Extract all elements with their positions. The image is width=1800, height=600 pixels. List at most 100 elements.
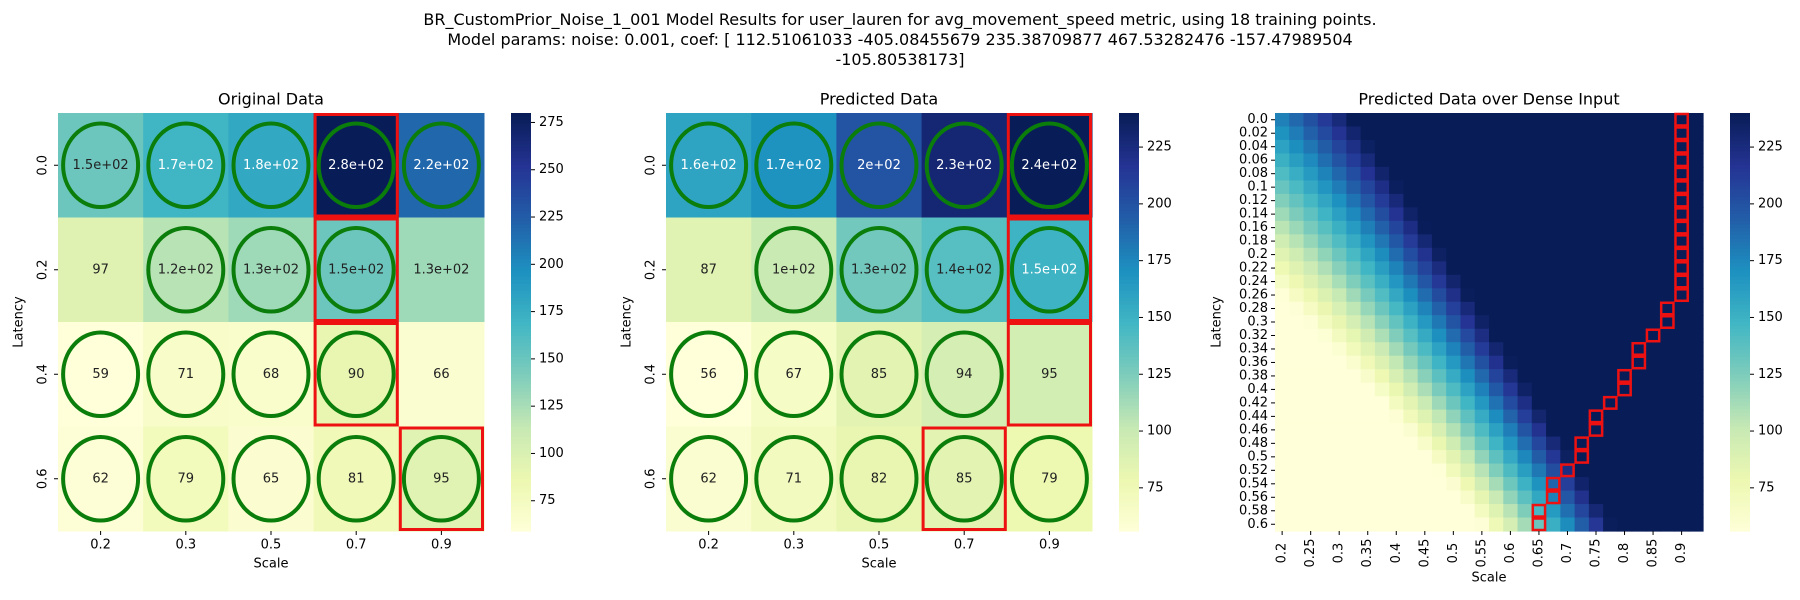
heatmap-3-cell	[1660, 517, 1676, 532]
heatmap-3-cell	[1289, 517, 1305, 532]
heatmap-2-colorbar-swatch	[1119, 457, 1139, 462]
heatmap-3-cell	[1417, 274, 1433, 289]
heatmap-2-colorbar-swatch	[1119, 144, 1139, 149]
heatmap-1-training-ellipse	[146, 330, 226, 419]
heatmap-1-colorbar-tick-label: 175	[539, 304, 564, 319]
heatmap-3-colorbar-swatch	[1730, 423, 1750, 428]
heatmap-2-colorbar-swatch	[1119, 116, 1139, 121]
heatmap-3-colorbar-swatch	[1730, 503, 1750, 508]
heatmap-2-cell-label: 56	[700, 367, 717, 382]
heatmap-3-cell	[1503, 274, 1519, 289]
heatmap-3-cell	[1617, 247, 1633, 262]
heatmap-3-cell	[1503, 288, 1519, 303]
heatmap-3-best-box	[1617, 382, 1632, 397]
heatmap-3-cell	[1588, 423, 1604, 438]
heatmap-3-cell	[1546, 490, 1561, 505]
heatmap-3-cell	[1374, 450, 1390, 465]
heatmap-3-cell	[1645, 382, 1661, 397]
heatmap-3-cell	[1489, 369, 1504, 384]
heatmap-3-cell	[1303, 207, 1319, 222]
heatmap-1-training-ellipse	[146, 121, 226, 210]
heatmap-3-cell	[1403, 423, 1419, 438]
heatmap-3-colorbar-swatch	[1730, 492, 1750, 497]
heatmap-3-cell	[1303, 409, 1319, 424]
heatmap-3-cell	[1417, 382, 1433, 397]
heatmap-3-cell	[1374, 247, 1390, 262]
heatmap-3-cell	[1489, 315, 1504, 330]
heatmap-3-cell	[1645, 315, 1661, 330]
heatmap-3-x-tick-label: 0.35	[1360, 539, 1375, 568]
heatmap-3-cell	[1360, 396, 1376, 411]
heatmap-3-colorbar-swatch	[1730, 133, 1750, 138]
heatmap-3-cell	[1389, 139, 1404, 155]
heatmap-3-cell	[1688, 517, 1704, 532]
heatmap-3-colorbar-swatch	[1730, 207, 1750, 212]
heatmap-3-cell	[1317, 301, 1333, 316]
heatmap-3-cell	[1460, 396, 1476, 411]
heatmap-3-cell	[1417, 193, 1433, 208]
heatmap-2-colorbar-swatch	[1119, 335, 1139, 341]
heatmap-3-colorbar-swatch	[1730, 276, 1750, 281]
heatmap-2-training-ellipse	[839, 434, 919, 523]
heatmap-3-cell	[1317, 517, 1333, 532]
heatmap-3-cell	[1531, 436, 1547, 451]
heatmap-2-colorbar-swatch	[1119, 269, 1139, 274]
heatmap-3-cell	[1303, 355, 1319, 370]
heatmap-3-cell	[1360, 247, 1376, 262]
heatmap-3-colorbar-swatch	[1730, 186, 1750, 191]
heatmap-1-colorbar-swatch	[511, 137, 531, 142]
heatmap-3-cell	[1617, 180, 1633, 195]
heatmap-3-cell	[1374, 396, 1390, 411]
heatmap-3-cell	[1517, 517, 1533, 532]
heatmap-3-cell	[1460, 288, 1476, 303]
heatmap-3-cell	[1403, 166, 1419, 182]
heatmap-3-cell	[1446, 450, 1462, 465]
heatmap-1-colorbar-swatch	[511, 116, 531, 121]
heatmap-3-cell	[1346, 153, 1362, 168]
heatmap-3-cell	[1546, 113, 1561, 128]
heatmap-3-cell	[1660, 180, 1676, 195]
heatmap-3-cell	[1374, 274, 1390, 289]
heatmap-3-cell	[1332, 207, 1347, 222]
heatmap-3-colorbar-swatch	[1730, 513, 1750, 518]
heatmap-3-cell	[1588, 342, 1604, 357]
heatmap-3-cell	[1489, 477, 1504, 492]
heatmap-3-cell	[1317, 409, 1333, 424]
heatmap-3-cell	[1332, 234, 1347, 249]
heatmap-3-best-box	[1674, 234, 1689, 249]
heatmap-3-cell	[1346, 166, 1362, 182]
heatmap-3-colorbar-swatch	[1730, 409, 1750, 414]
heatmap-1-colorbar-swatch	[511, 175, 531, 180]
heatmap-3-cell	[1546, 153, 1561, 168]
heatmap-3-cell	[1403, 207, 1419, 222]
heatmap-1-colorbar-swatch	[511, 391, 531, 396]
heatmap-1-colorbar-swatch	[511, 471, 531, 476]
heatmap-3-best-box	[1674, 153, 1689, 168]
heatmap-1-colorbar-swatch	[511, 398, 531, 403]
heatmap-3-cell	[1489, 113, 1504, 128]
heatmap-3-cell	[1531, 274, 1547, 289]
heatmap-3-cell	[1460, 261, 1476, 276]
heatmap-2-cell	[921, 217, 1008, 323]
heatmap-3-cell	[1474, 180, 1490, 195]
heatmap-3-colorbar-swatch	[1730, 489, 1750, 494]
heatmap-3-best-box	[1674, 288, 1689, 303]
heatmap-3-cell	[1574, 517, 1590, 532]
heatmap-1-colorbar-tick-label: 225	[539, 210, 564, 225]
heatmap-1-colorbar-swatch	[511, 388, 531, 393]
heatmap-3-cell	[1303, 247, 1319, 262]
heatmap-3-cell	[1503, 517, 1519, 532]
heatmap-2-colorbar-swatch	[1119, 475, 1139, 480]
heatmap-3-colorbar-swatch	[1730, 485, 1750, 490]
heatmap-3-cell	[1503, 247, 1519, 262]
heatmap-2-colorbar-swatch	[1119, 217, 1139, 222]
heatmap-1-colorbar-swatch	[511, 113, 531, 118]
heatmap-3-colorbar-swatch	[1730, 482, 1750, 487]
heatmap-3-cell	[1360, 490, 1376, 505]
heatmap-2-title: Predicted Data	[820, 90, 938, 109]
heatmap-2-training-ellipse	[839, 121, 919, 210]
heatmap-3-x-tick-label: 0.45	[1417, 539, 1432, 568]
heatmap-3-cell	[1431, 166, 1447, 182]
heatmap-3-cell	[1332, 139, 1347, 155]
heatmap-3-cell	[1360, 315, 1376, 330]
